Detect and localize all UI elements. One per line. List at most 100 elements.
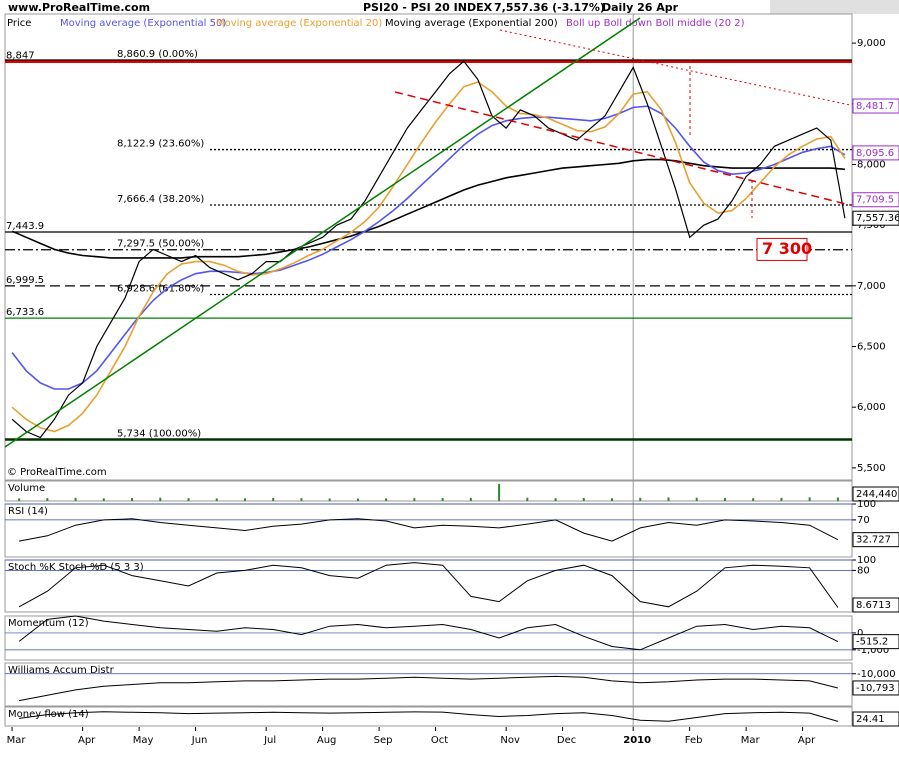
legend-price: Price (7, 18, 31, 29)
level-label: 6,999.5 (6, 275, 44, 286)
legend-ma20: Moving average (Exponential 20) (216, 18, 382, 29)
level-label: 8,122.9 (23.60%) (117, 139, 204, 150)
site: www.ProRealTime.com (8, 1, 150, 14)
volume-bar (102, 498, 105, 501)
y-tick-label: 6,000 (857, 402, 886, 413)
volume-bar (836, 497, 839, 501)
last-value-label: 32.727 (856, 535, 891, 546)
level-label: 7,297.5 (50.00%) (117, 239, 204, 250)
legend-ma50: Moving average (Exponential 50) (60, 18, 226, 29)
last-value-label: 24.41 (856, 714, 885, 725)
x-tick-label: Jul (263, 735, 276, 746)
last-value-box (852, 486, 899, 502)
copyright: © ProRealTime.com (7, 467, 107, 478)
y-tick-label: 6,500 (857, 342, 886, 353)
price-label-box (852, 145, 899, 161)
volume-bar (215, 498, 218, 501)
volume-bar (780, 497, 783, 501)
price-label-box (852, 210, 899, 226)
x-tick-label: Oct (431, 735, 448, 746)
price-label: 8,481.7 (856, 101, 894, 112)
volume-bar (695, 497, 698, 501)
y-tick-label: 9,000 (857, 38, 886, 49)
volume-bar (582, 498, 585, 501)
level-label: 5,734 (100.00%) (117, 428, 201, 439)
volume-bar (554, 498, 557, 501)
volume-bar (131, 498, 134, 501)
volume-bar (723, 498, 726, 501)
x-tick-label: Aug (317, 735, 337, 746)
y-tick-label: 8,000 (857, 159, 886, 170)
x-tick-label: Mar (741, 735, 761, 746)
legend-bollinger: Boll up Boll down Boll middle (20 2) (566, 18, 745, 29)
panel-frame (4, 615, 853, 661)
x-tick-label: Mar (7, 735, 27, 746)
indicator-line (19, 711, 839, 722)
y-tick-label: 7,000 (857, 281, 886, 292)
volume-bar (611, 498, 614, 501)
level-label: 8,860.9 (0.00%) (117, 49, 198, 60)
y-tick-label: -10,000 (857, 669, 896, 680)
plot-layer: 5,5006,0006,5007,0007,5008,0008,5009,000… (4, 13, 899, 746)
x-tick-label: Dec (557, 735, 576, 746)
trend-line (394, 91, 851, 206)
volume-bar (46, 498, 49, 501)
toolbar-tabs (770, 0, 899, 14)
volume-bar (272, 498, 275, 501)
price-label: 8,095.6 (856, 148, 894, 159)
last-value-label: -10,793 (856, 683, 895, 694)
price-label-box (852, 192, 899, 208)
volume-bar (667, 497, 670, 501)
period: Daily 26 Apr (602, 1, 679, 14)
last-value-label: 8.6713 (856, 600, 891, 611)
series-line (11, 81, 846, 433)
y-tick-label: 100 (857, 555, 876, 566)
level-label: 7,666.4 (38.20%) (117, 194, 204, 205)
volume-bar (300, 498, 303, 501)
volume-bar (74, 497, 77, 501)
indicator-line (18, 615, 839, 651)
price-label: 7,557.36 (856, 213, 899, 224)
volume-bar (187, 498, 190, 501)
panel-frame (4, 662, 853, 707)
x-tick-label: Feb (685, 735, 703, 746)
volume-bar (356, 498, 359, 501)
x-tick-label: May (133, 735, 154, 746)
last-value-label: -515.2 (856, 637, 888, 648)
level-label: 6,733.6 (6, 307, 44, 318)
indicator-line (19, 518, 839, 542)
x-tick-label: Sep (374, 735, 393, 746)
y-tick-label: -1,000 (857, 645, 889, 656)
volume-bar (752, 498, 755, 501)
y-tick-label: 0 (857, 628, 863, 639)
last-value-box (852, 597, 899, 613)
volume-bar (808, 497, 811, 501)
x-tick-label: 2010 (623, 735, 651, 746)
panel-title: Williams Accum Distr (8, 665, 115, 676)
series-line (11, 105, 846, 390)
target-label: 7 300 (762, 239, 812, 258)
volume-bar (159, 497, 162, 501)
last-value-box (852, 532, 899, 548)
panel-title: RSI (14) (8, 506, 48, 517)
panel-frame (4, 480, 853, 502)
chart-title: PSI20 - PSI 20 INDEX (363, 1, 493, 14)
volume-bar (639, 497, 642, 501)
trend-line (4, 17, 641, 448)
series-line (11, 158, 845, 259)
last-value-box (852, 680, 899, 696)
panel-title: Momentum (12) (8, 618, 89, 629)
y-tick-label: 5,500 (857, 463, 886, 474)
series-line (11, 60, 846, 439)
x-tick-label: Apr (78, 735, 96, 746)
legend-ma200: Moving average (Exponential 200) (385, 18, 558, 29)
panel-frame (4, 13, 853, 481)
volume-bar (413, 498, 416, 501)
x-tick-label: Apr (798, 735, 816, 746)
level-label: 6,928.6 (61.80%) (117, 283, 204, 294)
level-label: 7,443.9 (6, 221, 44, 232)
price-label-box (852, 98, 899, 114)
indicator-line (19, 675, 839, 702)
